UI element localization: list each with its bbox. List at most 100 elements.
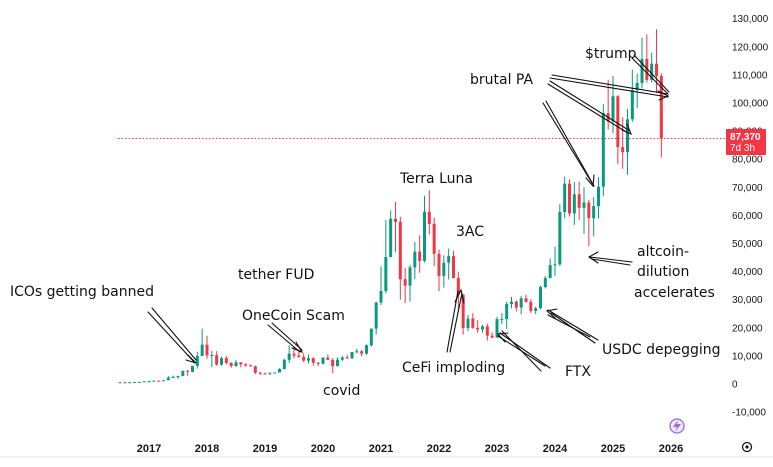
candle-body [215, 355, 219, 365]
annotation-usdc: USDC depegging [602, 342, 721, 358]
candle [307, 354, 310, 364]
candle [321, 357, 325, 365]
candle-body [331, 359, 335, 367]
candle [490, 332, 494, 339]
candle-body [519, 298, 523, 308]
candle-body [577, 194, 581, 208]
annotation-altcoin-line3: accelerates [634, 285, 715, 301]
candle-body [258, 372, 262, 374]
candle-body [611, 96, 615, 122]
arrow-icos-1 [147, 311, 196, 364]
candle [514, 300, 518, 312]
candle [162, 380, 165, 382]
candle [355, 348, 359, 354]
lightning-icon[interactable] [669, 418, 685, 434]
candle [408, 264, 412, 302]
candle [529, 299, 533, 313]
arrow-trump-2 [633, 54, 670, 93]
candle-body [244, 364, 248, 366]
candle-body [461, 294, 465, 329]
candle [597, 177, 600, 219]
candle-body [640, 58, 644, 84]
candle [229, 362, 233, 368]
candle-body [365, 345, 368, 354]
candle [572, 181, 576, 225]
candle [157, 380, 161, 382]
candle-body [157, 380, 161, 382]
candle-body [452, 256, 455, 279]
annotation-altcoin-line2: dilution [637, 264, 689, 280]
candle [142, 381, 146, 383]
candle-body [437, 253, 441, 276]
candle-body [485, 326, 489, 336]
arrow-brutal-5 [549, 77, 669, 98]
arrow-altcoin-1 [589, 256, 633, 263]
candle [137, 381, 141, 383]
candle [249, 364, 252, 367]
y-tick-label: 0 [732, 380, 738, 391]
candle-body [268, 373, 272, 375]
candle-body [534, 308, 538, 311]
candle-body [645, 58, 649, 80]
candle [452, 250, 455, 279]
candle-body [510, 301, 513, 304]
candle [258, 371, 262, 376]
current-price-label: 87,370 [730, 132, 761, 143]
candle [331, 358, 335, 374]
candle-body [630, 90, 634, 120]
candle-body [394, 218, 397, 222]
candle-body [408, 267, 412, 286]
arrowhead-usdc [545, 308, 558, 319]
candle-body [239, 362, 243, 365]
candle [369, 328, 373, 347]
candle [263, 372, 267, 375]
candle-body [568, 183, 571, 214]
candle [621, 117, 625, 169]
candle [239, 362, 243, 368]
candle-body [456, 278, 460, 295]
candle [398, 216, 402, 300]
candle-body [529, 301, 533, 311]
y-tick-label: 80,000 [732, 155, 763, 166]
candle-body [413, 251, 417, 268]
candle-body [582, 202, 586, 208]
candle-body [548, 265, 552, 279]
candle [345, 354, 349, 359]
candle-body [166, 377, 170, 381]
x-tick-label: 2023 [485, 443, 509, 455]
candle-body [297, 355, 301, 358]
candle-body [592, 206, 596, 219]
candle [302, 353, 306, 363]
candle [447, 248, 451, 280]
candle-body [587, 202, 591, 219]
candle [282, 358, 286, 370]
settings-gear-icon[interactable] [741, 441, 753, 453]
candle [350, 351, 354, 359]
candle-body [539, 287, 542, 309]
candle-body [505, 303, 509, 320]
y-tick-label: 40,000 [732, 267, 763, 278]
candle-body [321, 357, 325, 364]
candle [316, 362, 320, 367]
arrowhead-onecoin [291, 341, 304, 354]
arrow-ftx-3 [501, 330, 542, 372]
candle [147, 380, 151, 383]
candle-body [302, 357, 306, 361]
arrowhead-ftx [496, 332, 509, 343]
candle [389, 210, 393, 258]
candle-body [191, 365, 194, 372]
arrow-cefi-1 [449, 292, 463, 353]
candle [360, 349, 364, 357]
candle-body [200, 344, 204, 356]
candle [287, 345, 291, 363]
candle [548, 258, 552, 279]
y-tick-label: 130,000 [732, 14, 769, 25]
x-tick-label: 2026 [659, 443, 683, 455]
arrow-usdc-3 [547, 314, 591, 338]
candle [215, 351, 219, 366]
candle-body [543, 278, 547, 288]
candle [379, 266, 383, 306]
candle [534, 306, 538, 315]
annotation-altcoin-line1: altcoin- [637, 244, 689, 260]
